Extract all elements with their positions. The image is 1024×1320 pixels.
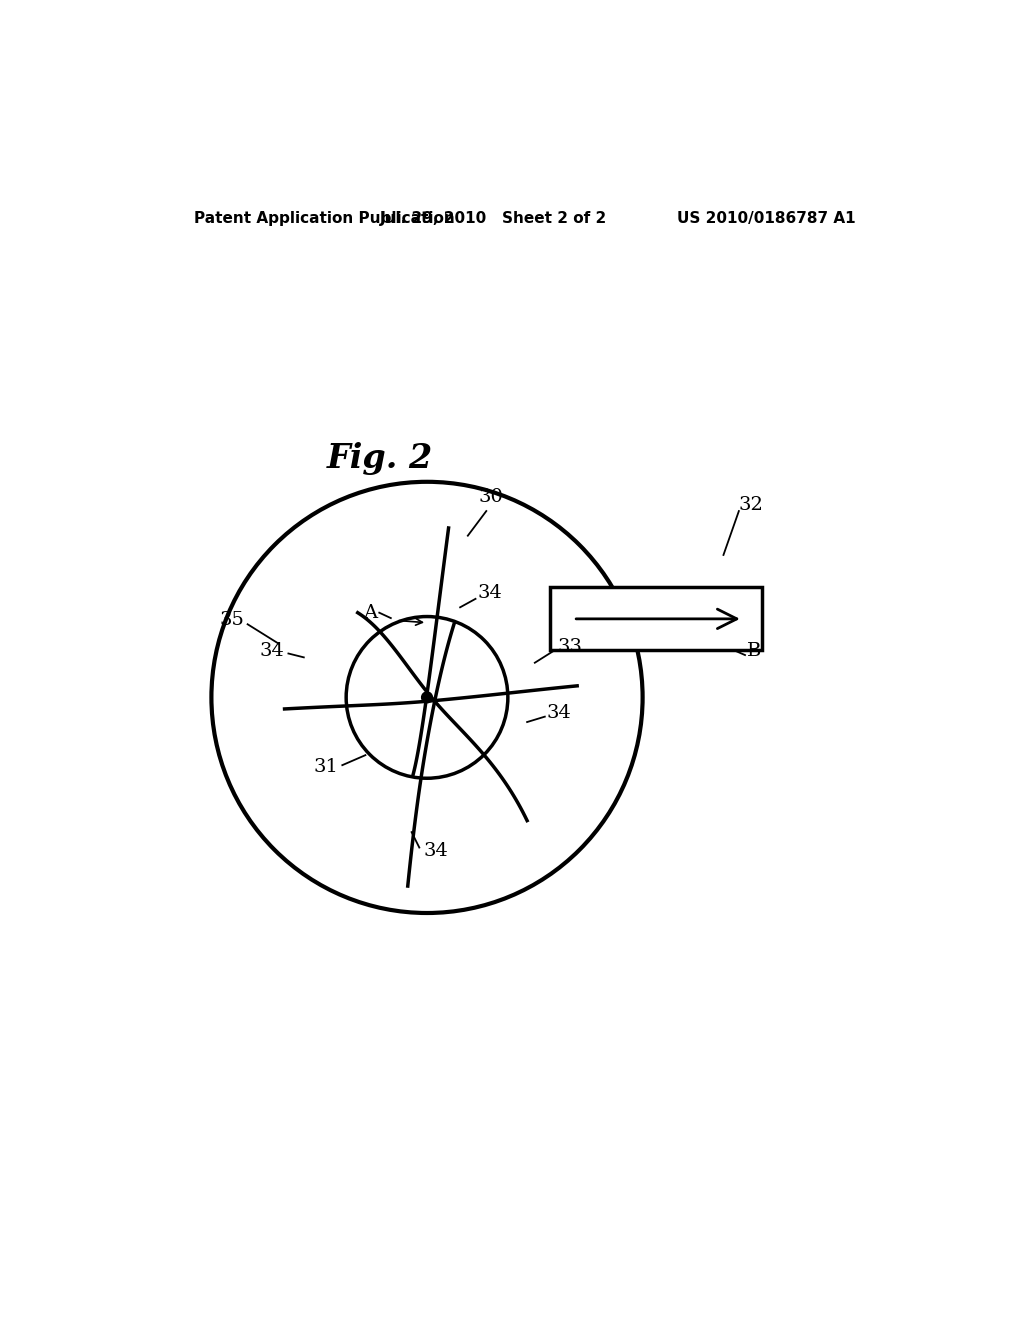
Text: 34: 34	[423, 842, 449, 861]
Text: B: B	[746, 643, 761, 660]
Text: US 2010/0186787 A1: US 2010/0186787 A1	[677, 211, 856, 226]
Text: Jul. 29, 2010   Sheet 2 of 2: Jul. 29, 2010 Sheet 2 of 2	[380, 211, 607, 226]
Text: 33: 33	[558, 639, 583, 656]
Text: 34: 34	[547, 704, 571, 722]
Bar	[550, 587, 762, 651]
Text: Patent Application Publication: Patent Application Publication	[194, 211, 455, 226]
Text: 30: 30	[478, 488, 504, 507]
Text: 31: 31	[313, 758, 339, 776]
Text: Fig. 2: Fig. 2	[327, 442, 433, 475]
Text: 34: 34	[260, 643, 285, 660]
Text: 34: 34	[477, 585, 502, 602]
Text: 35: 35	[219, 611, 245, 630]
Text: 32: 32	[739, 496, 764, 513]
Text: A: A	[362, 603, 377, 622]
Circle shape	[422, 692, 432, 702]
